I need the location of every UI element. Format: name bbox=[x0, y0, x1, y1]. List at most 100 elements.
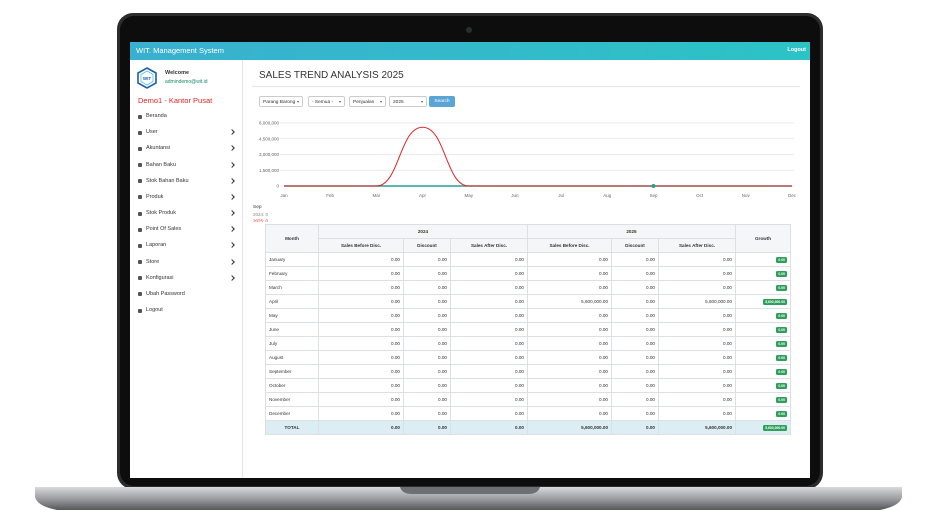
logo-text: WIT bbox=[143, 76, 151, 81]
logout-link[interactable]: Logout bbox=[787, 47, 806, 53]
x-tick-label: Feb bbox=[326, 193, 334, 198]
growth-cell: 5,600,000.00 bbox=[735, 294, 791, 309]
filter-select[interactable]: - Semua - bbox=[308, 96, 345, 107]
value-cell: 0.00 bbox=[611, 308, 659, 323]
value-cell: 0.00 bbox=[611, 406, 659, 421]
growth-badge: 0.00 bbox=[776, 396, 787, 403]
filter-select[interactable]: Parang Barong bbox=[259, 96, 303, 107]
data-row: July 0.00 0.00 0.00 0.00 0.00 0.00 0.00 bbox=[265, 336, 791, 351]
menu-item[interactable]: Konfigurasi bbox=[146, 274, 174, 281]
y-tick-label: 3,000,000 bbox=[259, 152, 280, 157]
menu-item[interactable]: Stok Bahan Baku bbox=[146, 177, 189, 184]
menu-icon bbox=[138, 163, 142, 167]
welcome: Welcome bbox=[165, 70, 190, 76]
screen: WIT. Management System Logout WIT Welcom… bbox=[130, 42, 810, 478]
menu-item[interactable]: Laporan bbox=[146, 242, 167, 249]
line-chart: 0 1,500,000 3,000,000 4,500,000 6,000,000 Jan… bbox=[253, 121, 797, 223]
value-cell: 0.00 bbox=[611, 364, 659, 379]
menu-icon bbox=[138, 276, 142, 281]
column-header: Sales Before Disc. bbox=[318, 238, 404, 253]
month-cell: February bbox=[265, 266, 319, 281]
value-cell: 0.00 bbox=[611, 252, 659, 267]
value-cell: 0.00 bbox=[611, 266, 659, 281]
growth-cell: 0.00 bbox=[735, 350, 791, 365]
filter-select[interactable]: Penjualan bbox=[349, 96, 386, 107]
value-cell: 0.00 bbox=[450, 252, 528, 267]
menu-item[interactable]: Produk bbox=[146, 193, 164, 200]
growth-cell: 5,600,000.00 bbox=[735, 420, 791, 435]
value-cell: 0.00 bbox=[318, 322, 404, 337]
value-cell: 5,600,000.00 bbox=[658, 294, 736, 309]
growth-cell: 0.00 bbox=[735, 392, 791, 407]
value-cell: 0.00 bbox=[527, 308, 612, 323]
value-cell: 0.00 bbox=[318, 392, 404, 407]
menu-icon bbox=[138, 308, 142, 313]
value-cell: 0.00 bbox=[450, 266, 528, 281]
value-cell: 0.00 bbox=[450, 378, 528, 393]
menu-icon bbox=[138, 227, 142, 232]
menu-icon bbox=[138, 130, 142, 135]
growth-badge: 0.00 bbox=[776, 284, 787, 291]
menu-item[interactable]: Ubah Password bbox=[146, 290, 185, 297]
value-cell: 0.00 bbox=[658, 350, 736, 365]
value-cell: 0.00 bbox=[527, 252, 612, 267]
value-cell: 0.00 bbox=[403, 406, 451, 421]
value-cell: 0.00 bbox=[658, 252, 736, 267]
value-cell: 0.00 bbox=[527, 350, 612, 365]
value-cell: 0.00 bbox=[403, 252, 451, 267]
value-cell: 0.00 bbox=[527, 322, 612, 337]
branch: Demo1 - Kantor Pusat bbox=[138, 96, 213, 105]
laptop-base bbox=[35, 487, 902, 510]
month-cell: October bbox=[265, 378, 319, 393]
hover-marker bbox=[651, 184, 656, 188]
menu-icon bbox=[138, 114, 142, 119]
y-tick-label: 0 bbox=[276, 184, 279, 189]
value-cell: 0.00 bbox=[450, 420, 528, 435]
value-cell: 0.00 bbox=[611, 280, 659, 295]
y-tick-label: 1,500,000 bbox=[259, 168, 280, 173]
value-cell: 0.00 bbox=[318, 280, 404, 295]
menu-item[interactable]: Beranda bbox=[146, 113, 167, 119]
data-row: May 0.00 0.00 0.00 0.00 0.00 0.00 0.00 bbox=[265, 308, 791, 323]
value-cell: 0.00 bbox=[318, 336, 404, 351]
data-row: February 0.00 0.00 0.00 0.00 0.00 0.00 0.00 bbox=[265, 266, 791, 281]
value-cell: 0.00 bbox=[318, 406, 404, 421]
x-tick-label: Jul bbox=[558, 193, 564, 198]
value-cell: 0.00 bbox=[403, 322, 451, 337]
x-tick-label: Jun bbox=[511, 193, 519, 198]
year-header: 2024 bbox=[318, 224, 528, 239]
filter-select[interactable]: 2025 bbox=[389, 96, 427, 107]
menu-icon bbox=[138, 243, 142, 248]
menu-chevron bbox=[229, 242, 235, 249]
x-tick-label: May bbox=[464, 193, 473, 198]
value-cell: 0.00 bbox=[611, 420, 659, 435]
value-cell: 0.00 bbox=[403, 336, 451, 351]
month-cell: April bbox=[265, 294, 319, 309]
value-cell: 0.00 bbox=[318, 308, 404, 323]
menu-item[interactable]: Bahan Baku bbox=[146, 161, 176, 168]
top-bar: WIT. Management System Logout bbox=[130, 42, 810, 60]
search-button[interactable]: Search bbox=[429, 96, 455, 107]
total-row: TOTAL 0.00 0.00 0.00 5,600,000.00 0.00 5,600,0… bbox=[265, 420, 791, 435]
value-cell: 0.00 bbox=[527, 364, 612, 379]
menu-item[interactable]: Logout bbox=[146, 307, 163, 314]
x-tick-label: Sep bbox=[649, 193, 658, 198]
menu-item[interactable]: Store bbox=[146, 258, 160, 265]
page-title: SALES TREND ANALYSIS 2025 bbox=[259, 70, 404, 81]
tooltip-title: Sep bbox=[253, 204, 262, 210]
menu-item[interactable]: User bbox=[146, 129, 158, 136]
data-row: October 0.00 0.00 0.00 0.00 0.00 0.00 0.00 bbox=[265, 378, 791, 393]
menu-item[interactable]: Stok Produk bbox=[146, 210, 176, 217]
growth-badge: 0.00 bbox=[776, 270, 787, 277]
menu-item[interactable]: Akuntansi bbox=[146, 145, 171, 152]
value-cell: 0.00 bbox=[450, 392, 528, 407]
menu-item[interactable]: Point Of Sales bbox=[146, 226, 182, 233]
growth-cell: 0.00 bbox=[735, 266, 791, 281]
x-tick-label: Jan bbox=[280, 193, 288, 198]
logo: WIT bbox=[137, 67, 157, 89]
data-row: August 0.00 0.00 0.00 0.00 0.00 0.00 0.00 bbox=[265, 350, 791, 365]
year-header: 2025 bbox=[527, 224, 736, 239]
x-tick-label: Aug bbox=[603, 193, 612, 198]
value-cell: 0.00 bbox=[403, 266, 451, 281]
